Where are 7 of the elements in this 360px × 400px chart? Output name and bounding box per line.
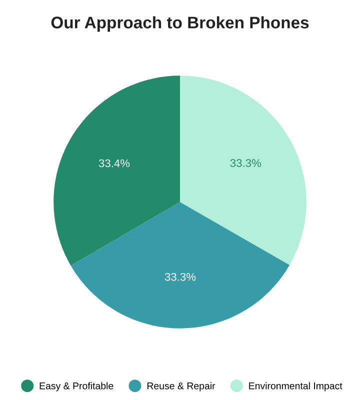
data-label: 33.3% bbox=[230, 159, 261, 167]
chart-title: Our Approach to Broken Phones bbox=[51, 16, 309, 32]
legend-label: Environmental Impact bbox=[249, 382, 342, 392]
data-label: 33.3% bbox=[164, 272, 196, 281]
legend-label: Reuse & Repair bbox=[147, 382, 216, 392]
data-label: 33.4% bbox=[98, 159, 130, 168]
legend-label: Easy & Profitable bbox=[40, 382, 114, 392]
